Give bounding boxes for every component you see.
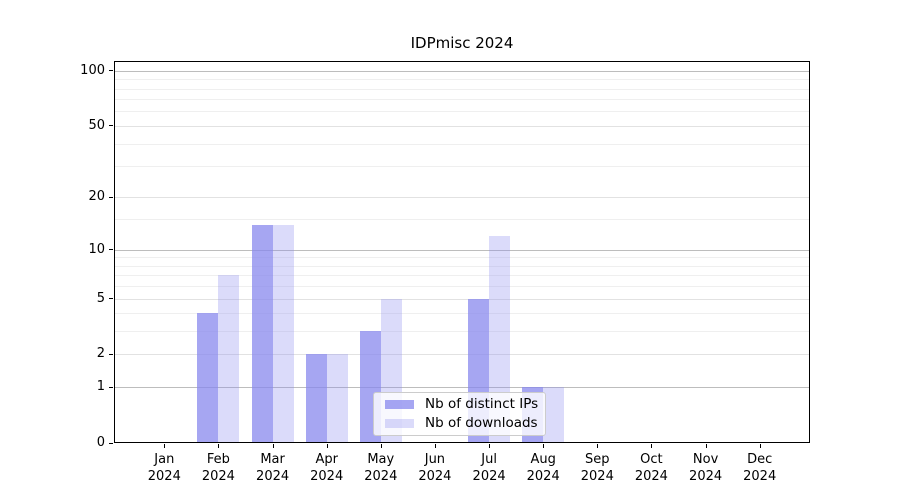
- x-tick-label: Apr 2024: [310, 452, 344, 484]
- x-tick-label: Aug 2024: [526, 452, 560, 484]
- x-tick-mark: [380, 444, 382, 448]
- bar-distinct-ips-apr: [305, 354, 327, 443]
- bar-distinct-ips-feb: [197, 313, 219, 443]
- x-tick-mark: [326, 444, 328, 448]
- gridline-minor: [114, 275, 810, 277]
- x-tick-label: Nov 2024: [689, 452, 723, 484]
- x-tick-label: Feb 2024: [201, 452, 235, 484]
- gridline-major: [114, 249, 810, 251]
- gridline-minor: [114, 286, 810, 288]
- y-tick-mark: [109, 196, 113, 198]
- legend-label: Nb of downloads: [425, 414, 538, 431]
- x-tick-label: Mar 2024: [256, 452, 290, 484]
- x-tick-label: Jan 2024: [147, 452, 181, 484]
- gridline-minor: [114, 257, 810, 259]
- plot-area: Nb of distinct IPs Nb of downloads: [114, 61, 810, 443]
- y-tick-label: 10: [88, 241, 105, 257]
- legend-swatch: [385, 418, 414, 428]
- gridline-mid: [114, 298, 810, 300]
- gridline-minor: [114, 79, 810, 81]
- chart-title: IDPmisc 2024: [410, 34, 514, 52]
- gridline-minor: [114, 99, 810, 101]
- legend-item: Nb of downloads: [385, 415, 545, 432]
- x-tick-mark: [597, 444, 599, 448]
- x-tick-mark: [705, 444, 707, 448]
- gridline-minor: [114, 219, 810, 221]
- y-tick-label: 100: [80, 62, 105, 78]
- x-tick-mark: [218, 444, 220, 448]
- bar-distinct-ips-mar: [251, 224, 273, 443]
- x-tick-label: May 2024: [364, 452, 398, 484]
- bar-downloads-aug: [543, 387, 565, 443]
- gridline-minor: [114, 331, 810, 333]
- gridline-minor: [114, 143, 810, 145]
- y-tick-label: 0: [96, 435, 105, 450]
- x-tick-mark: [651, 444, 653, 448]
- x-tick-mark: [543, 444, 545, 448]
- gridline-minor: [114, 88, 810, 90]
- y-tick-mark: [109, 70, 113, 72]
- x-tick-mark: [434, 444, 436, 448]
- y-tick-label: 20: [88, 189, 105, 205]
- y-tick-mark: [109, 386, 113, 388]
- gridline-minor: [114, 111, 810, 113]
- x-tick-label: Jun 2024: [418, 452, 452, 484]
- y-tick-label: 5: [96, 290, 105, 306]
- x-tick-mark: [489, 444, 491, 448]
- bar-downloads-mar: [272, 224, 294, 443]
- y-tick-mark: [109, 442, 113, 444]
- y-tick-mark: [109, 249, 113, 251]
- x-tick-mark: [272, 444, 274, 448]
- y-tick-mark: [109, 353, 113, 355]
- y-tick-label: 2: [96, 346, 105, 362]
- gridline-mid: [114, 354, 810, 356]
- y-tick-mark: [109, 125, 113, 127]
- gridline-minor: [114, 313, 810, 315]
- y-tick-label: 1: [96, 379, 105, 395]
- gridline-major: [114, 70, 810, 72]
- x-tick-label: Oct 2024: [634, 452, 668, 484]
- gridline-minor: [114, 166, 810, 167]
- x-tick-mark: [164, 444, 166, 448]
- legend-swatch: [385, 400, 414, 410]
- gridline-mid: [114, 197, 810, 199]
- legend: Nb of distinct IPs Nb of downloads: [373, 392, 546, 436]
- bar-downloads-feb: [218, 275, 240, 443]
- bar-downloads-apr: [326, 354, 348, 443]
- bar-downloads-jul: [489, 236, 511, 443]
- legend-item: Nb of distinct IPs: [385, 396, 545, 413]
- y-tick-mark: [109, 298, 113, 299]
- y-tick-label: 50: [88, 117, 105, 133]
- x-tick-mark: [759, 444, 761, 448]
- gridline-mid: [114, 125, 810, 127]
- x-tick-label: Jul 2024: [472, 452, 506, 484]
- x-tick-label: Dec 2024: [743, 452, 777, 484]
- x-tick-label: Sep 2024: [580, 452, 614, 484]
- gridline-minor: [114, 265, 810, 267]
- gridline-major: [114, 387, 810, 389]
- legend-label: Nb of distinct IPs: [425, 396, 539, 413]
